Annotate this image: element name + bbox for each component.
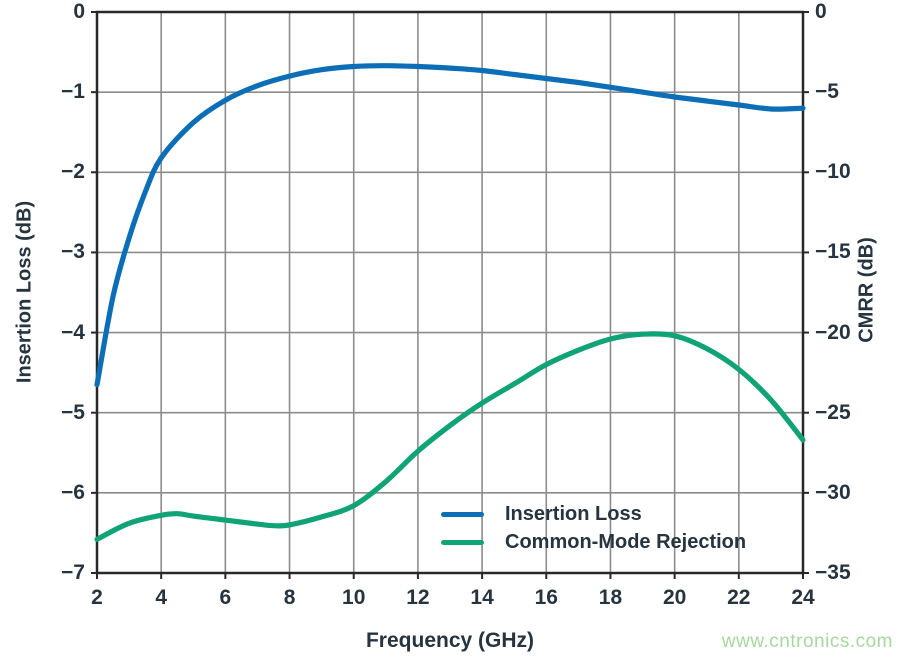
legend-item-common-mode-rejection: Common-Mode Rejection — [441, 528, 746, 556]
right-tick-label: −25 — [815, 400, 851, 424]
legend-item-insertion-loss: Insertion Loss — [441, 500, 746, 528]
common-mode-rejection-curve — [94, 331, 806, 542]
legend: Insertion Loss Common-Mode Rejection — [441, 500, 746, 556]
left-tick-label: −7 — [61, 561, 85, 584]
left-tick-label: −4 — [61, 320, 85, 344]
watermark: www.cntronics.com — [721, 631, 893, 652]
legend-swatch-common-mode-rejection — [441, 539, 484, 545]
left-tick-label: −3 — [61, 240, 85, 264]
x-tick-label: 4 — [155, 586, 168, 609]
left-tick-label: −2 — [61, 160, 85, 184]
x-tick-label: 2 — [91, 586, 103, 609]
x-tick-label: 10 — [342, 586, 366, 609]
x-tick-label: 18 — [598, 586, 623, 609]
left-axis-title: Insertion Loss (dB) — [13, 200, 36, 384]
right-tick-label: −35 — [815, 561, 851, 584]
plot-frame — [95, 10, 805, 575]
x-tick-label: 16 — [534, 586, 558, 609]
right-tick-label: −15 — [815, 240, 851, 264]
left-tick-label: −1 — [61, 80, 85, 104]
left-tick-label: −6 — [61, 480, 85, 504]
x-tick-label: 12 — [406, 586, 430, 609]
right-tick-label: −5 — [815, 80, 839, 104]
x-tick-label: 22 — [727, 586, 751, 609]
right-tick-label: −30 — [815, 480, 851, 504]
right-tick-label: −10 — [815, 160, 851, 184]
x-tick-label: 6 — [219, 586, 232, 609]
legend-label-common-mode-rejection: Common-Mode Rejection — [505, 530, 747, 553]
left-tick-label: 0 — [73, 0, 85, 23]
insertion-loss-curve — [94, 63, 806, 388]
right-tick-label: −20 — [815, 320, 851, 344]
x-tick-label: 14 — [470, 586, 494, 609]
legend-label-insertion-loss: Insertion Loss — [505, 502, 642, 525]
x-tick-label: 24 — [791, 586, 815, 609]
x-axis-title: Frequency (GHz) — [365, 629, 535, 652]
left-tick-label: −5 — [61, 400, 85, 424]
x-tick-label: 20 — [662, 586, 687, 609]
legend-swatch-insertion-loss — [441, 511, 484, 517]
right-tick-label: 0 — [815, 0, 827, 23]
x-tick-label: 8 — [283, 586, 296, 609]
right-axis-title: CMRR (dB) — [855, 237, 878, 343]
